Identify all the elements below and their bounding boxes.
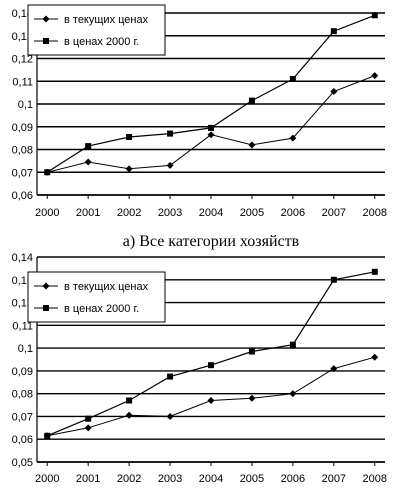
data-point-diamond	[207, 131, 215, 139]
data-point-square	[167, 373, 174, 380]
x-tick-label: 2005	[240, 473, 264, 485]
y-tick-label: 0,14	[12, 252, 33, 264]
data-point-square	[248, 97, 255, 104]
data-point-diamond	[289, 390, 297, 398]
x-tick-label: 2006	[281, 473, 305, 485]
y-tick-label: 0,06	[12, 434, 33, 446]
legend-label: в текущих ценах	[64, 14, 149, 26]
data-point-square	[248, 348, 255, 355]
x-tick-label: 2008	[363, 473, 387, 485]
data-point-square	[330, 276, 337, 283]
data-point-diamond	[371, 353, 379, 361]
x-tick-label: 2007	[322, 473, 346, 485]
x-tick-label: 2008	[363, 207, 387, 219]
data-point-square	[85, 415, 92, 422]
y-tick-label: 0,11	[12, 76, 33, 88]
data-point-diamond	[248, 141, 256, 149]
data-point-diamond	[330, 87, 338, 95]
x-tick-label: 2007	[322, 207, 346, 219]
x-tick-label: 2002	[117, 207, 141, 219]
data-point-square	[126, 133, 133, 140]
data-point-diamond	[371, 72, 379, 80]
data-point-square	[85, 143, 92, 150]
x-tick-label: 2001	[76, 207, 100, 219]
legend-marker-diamond	[42, 282, 50, 290]
x-tick-label: 2004	[199, 473, 223, 485]
data-point-diamond	[125, 411, 133, 419]
x-tick-label: 2000	[35, 207, 59, 219]
data-point-diamond	[207, 397, 215, 404]
legend-box	[27, 4, 166, 56]
x-tick-label: 2002	[117, 473, 141, 485]
legend-marker-square	[43, 38, 49, 44]
data-point-diamond	[84, 424, 92, 432]
legend-label: в ценах 2000 г.	[64, 36, 139, 48]
data-point-diamond	[289, 134, 297, 142]
data-point-diamond	[330, 365, 338, 373]
data-point-square	[330, 28, 337, 35]
y-tick-label: 0,12	[12, 54, 33, 66]
x-tick-label: 2005	[240, 207, 264, 219]
x-tick-label: 2003	[158, 207, 182, 219]
data-point-square	[371, 12, 378, 19]
y-tick-label: 0,08	[12, 145, 33, 157]
legend-label: в ценах 2000 г.	[64, 303, 139, 315]
legend-marker-square	[43, 305, 49, 311]
data-point-square	[208, 124, 214, 131]
legend-marker-diamond	[42, 15, 50, 23]
y-tick-label: 0,1	[18, 343, 33, 355]
y-tick-label: 0,07	[12, 167, 33, 179]
y-tick-label: 0,09	[12, 122, 33, 134]
x-tick-label: 2001	[76, 473, 100, 485]
y-tick-label: 0,11	[12, 320, 33, 332]
data-point-diamond	[166, 161, 174, 169]
data-point-diamond	[84, 158, 92, 166]
chart-second-panel: 0,050,060,070,080,090,10,110,120,130,142…	[12, 252, 387, 485]
y-tick-label: 0,08	[12, 389, 33, 401]
data-point-diamond	[248, 394, 256, 402]
data-point-square	[44, 432, 51, 439]
data-point-square	[167, 130, 174, 137]
series-line-0	[47, 356, 375, 437]
data-point-square	[371, 268, 378, 275]
x-tick-label: 2000	[35, 473, 59, 485]
legend-box	[27, 271, 166, 323]
data-point-square	[126, 397, 133, 404]
y-tick-label: 0,05	[12, 457, 33, 469]
y-tick-label: 0,1	[18, 99, 33, 111]
series-line-0	[47, 75, 375, 173]
y-tick-label: 0,06	[12, 190, 33, 202]
data-point-square	[289, 75, 296, 82]
x-tick-label: 2006	[281, 207, 305, 219]
legend-label: в текущих ценах	[64, 281, 149, 293]
data-point-square	[44, 169, 51, 176]
data-point-square	[289, 341, 296, 348]
x-tick-label: 2004	[199, 207, 223, 219]
y-tick-label: 0,09	[12, 366, 33, 378]
y-tick-label: 0,07	[12, 411, 33, 423]
data-point-diamond	[166, 412, 174, 420]
x-tick-label: 2003	[158, 473, 182, 485]
data-point-square	[208, 362, 214, 369]
data-point-diamond	[125, 165, 133, 173]
chart-caption: а) Все категории хозяйств	[123, 233, 300, 250]
